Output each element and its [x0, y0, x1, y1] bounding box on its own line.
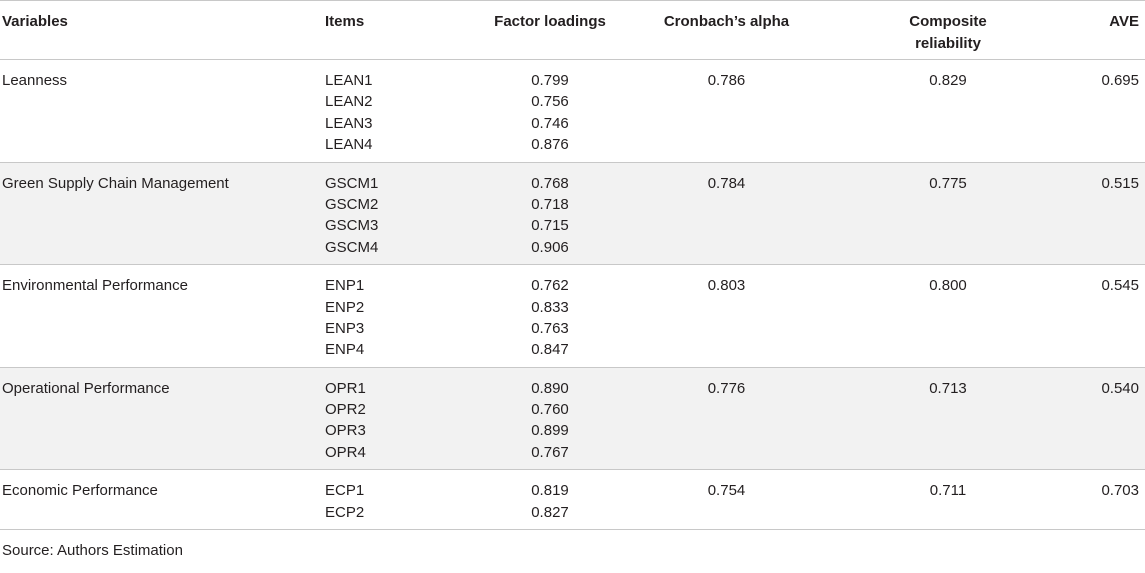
- item-code: OPR3: [325, 422, 366, 440]
- header-variables: Variables: [2, 13, 68, 30]
- item-code: GSCM3: [325, 217, 379, 235]
- ave-value: 0.515: [1101, 174, 1139, 192]
- table-body: Leanness LEAN1 LEAN2 LEAN3 LEAN4 0.799 0…: [0, 60, 1145, 530]
- cronbach-alpha-value: 0.754: [707, 482, 746, 500]
- item-code: ECP1: [325, 482, 365, 500]
- variable-name: Environmental Performance: [2, 277, 188, 295]
- table-row: Economic Performance ECP1 ECP2 0.819 0.8…: [0, 470, 1145, 530]
- item-code: ECP2: [325, 503, 365, 521]
- reliability-table-container: Variables Items Factor loadings Cronbach…: [0, 0, 1145, 560]
- cronbach-alpha-value: 0.776: [707, 379, 746, 397]
- factor-loading: 0.819: [531, 482, 569, 500]
- variable-name: Economic Performance: [2, 482, 158, 500]
- item-code: ENP2: [325, 298, 365, 316]
- ave-value: 0.540: [1101, 379, 1139, 397]
- table-row: Green Supply Chain Management GSCM1 GSCM…: [0, 162, 1145, 265]
- table-header: Variables Items Factor loadings Cronbach…: [0, 0, 1145, 60]
- item-list: OPR1 OPR2 OPR3 OPR4: [325, 367, 470, 470]
- header-row: Variables Items Factor loadings Cronbach…: [0, 0, 1145, 60]
- factor-loading-list: 0.768 0.718 0.715 0.906: [470, 162, 620, 265]
- item-code: OPR2: [325, 401, 366, 419]
- table-row: Environmental Performance ENP1 ENP2 ENP3…: [0, 265, 1145, 368]
- table-row: Operational Performance OPR1 OPR2 OPR3 O…: [0, 367, 1145, 470]
- factor-loading: 0.906: [531, 238, 569, 256]
- factor-loading: 0.760: [531, 401, 569, 419]
- item-code: ENP3: [325, 319, 365, 337]
- item-list: GSCM1 GSCM2 GSCM3 GSCM4: [325, 162, 470, 265]
- item-code: OPR1: [325, 379, 366, 397]
- factor-loading: 0.763: [531, 319, 569, 337]
- cronbach-alpha-value: 0.784: [707, 174, 746, 192]
- header-ave: AVE: [1109, 13, 1139, 30]
- ave-value: 0.545: [1101, 277, 1139, 295]
- item-code: ENP1: [325, 277, 365, 295]
- factor-loading: 0.799: [531, 72, 569, 89]
- factor-loading: 0.827: [531, 503, 569, 521]
- factor-loading-list: 0.819 0.827: [470, 470, 620, 530]
- item-code: ENP4: [325, 341, 365, 359]
- factor-loading: 0.762: [531, 277, 569, 295]
- variable-name: Operational Performance: [2, 379, 170, 397]
- reliability-table: Variables Items Factor loadings Cronbach…: [0, 0, 1145, 530]
- item-code: LEAN4: [325, 136, 373, 154]
- factor-loading-list: 0.799 0.756 0.746 0.876: [470, 60, 620, 163]
- item-list: ENP1 ENP2 ENP3 ENP4: [325, 265, 470, 368]
- item-code: LEAN3: [325, 114, 373, 132]
- header-cronbach-alpha: Cronbach’s alpha: [663, 13, 790, 30]
- item-code: LEAN2: [325, 93, 373, 111]
- item-code: GSCM1: [325, 174, 379, 192]
- header-factor-loadings: Factor loadings: [494, 13, 606, 30]
- cronbach-alpha-value: 0.803: [707, 277, 746, 295]
- composite-reliability-value: 0.713: [929, 379, 967, 397]
- ave-value: 0.695: [1101, 72, 1139, 89]
- source-note: Source: Authors Estimation: [2, 542, 183, 560]
- factor-loading: 0.847: [531, 341, 569, 359]
- composite-reliability-value: 0.711: [929, 482, 967, 500]
- composite-reliability-value: 0.800: [929, 277, 967, 295]
- item-code: OPR4: [325, 443, 366, 461]
- header-composite-reliability: Composite reliability: [823, 1, 1053, 60]
- header-composite-reliability-line1: Composite: [909, 13, 987, 30]
- factor-loading: 0.890: [531, 379, 569, 397]
- item-code: GSCM4: [325, 238, 379, 256]
- item-list: LEAN1 LEAN2 LEAN3 LEAN4: [325, 60, 470, 163]
- composite-reliability-value: 0.775: [929, 174, 967, 192]
- factor-loading: 0.715: [531, 217, 569, 235]
- factor-loading: 0.718: [531, 195, 569, 213]
- factor-loading: 0.767: [531, 443, 569, 461]
- header-composite-reliability-line2: reliability: [915, 35, 981, 52]
- cronbach-alpha-value: 0.786: [707, 72, 746, 89]
- factor-loading-list: 0.890 0.760 0.899 0.767: [470, 367, 620, 470]
- header-items: Items: [325, 13, 365, 30]
- variable-name: Green Supply Chain Management: [2, 174, 229, 192]
- composite-reliability-value: 0.829: [929, 72, 967, 89]
- factor-loading-list: 0.762 0.833 0.763 0.847: [470, 265, 620, 368]
- factor-loading: 0.768: [531, 174, 569, 192]
- ave-value: 0.703: [1101, 482, 1139, 500]
- table-row: Leanness LEAN1 LEAN2 LEAN3 LEAN4 0.799 0…: [0, 60, 1145, 163]
- factor-loading: 0.756: [531, 93, 569, 111]
- variable-name: Leanness: [2, 72, 68, 89]
- factor-loading: 0.746: [531, 114, 569, 132]
- factor-loading: 0.876: [531, 136, 569, 154]
- factor-loading: 0.833: [531, 298, 569, 316]
- item-code: GSCM2: [325, 195, 379, 213]
- factor-loading: 0.899: [531, 422, 569, 440]
- item-list: ECP1 ECP2: [325, 470, 470, 530]
- item-code: LEAN1: [325, 72, 373, 89]
